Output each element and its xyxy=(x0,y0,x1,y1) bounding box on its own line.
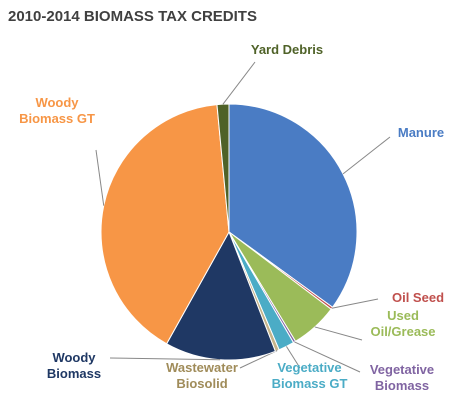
slice-label: Wastewater Biosolid xyxy=(166,360,238,391)
slice-label: Yard Debris xyxy=(250,42,324,57)
leader-line xyxy=(285,346,301,369)
leader-line xyxy=(342,136,391,175)
pie-slice xyxy=(100,104,230,345)
slice-label: Woody Biomass GT xyxy=(19,95,95,126)
leader-line xyxy=(109,357,221,361)
slice-label: Manure xyxy=(397,125,445,140)
leader-line xyxy=(294,341,361,373)
slice-label: Vegetative Biomass GT xyxy=(271,360,348,391)
slice-label: Woody Biomass xyxy=(46,350,102,381)
chart-title: 2010-2014 BIOMASS TAX CREDITS xyxy=(8,8,257,25)
leader-line xyxy=(331,298,379,309)
leader-line xyxy=(95,149,105,206)
slice-label: Vegetative Biomass xyxy=(369,362,435,393)
leader-line xyxy=(222,61,256,105)
leader-line xyxy=(239,350,278,369)
slice-label: Oil Seed xyxy=(391,290,445,305)
pie-slice xyxy=(216,103,230,233)
leader-line xyxy=(314,326,363,341)
slice-label: Used Oil/Grease xyxy=(370,308,436,339)
